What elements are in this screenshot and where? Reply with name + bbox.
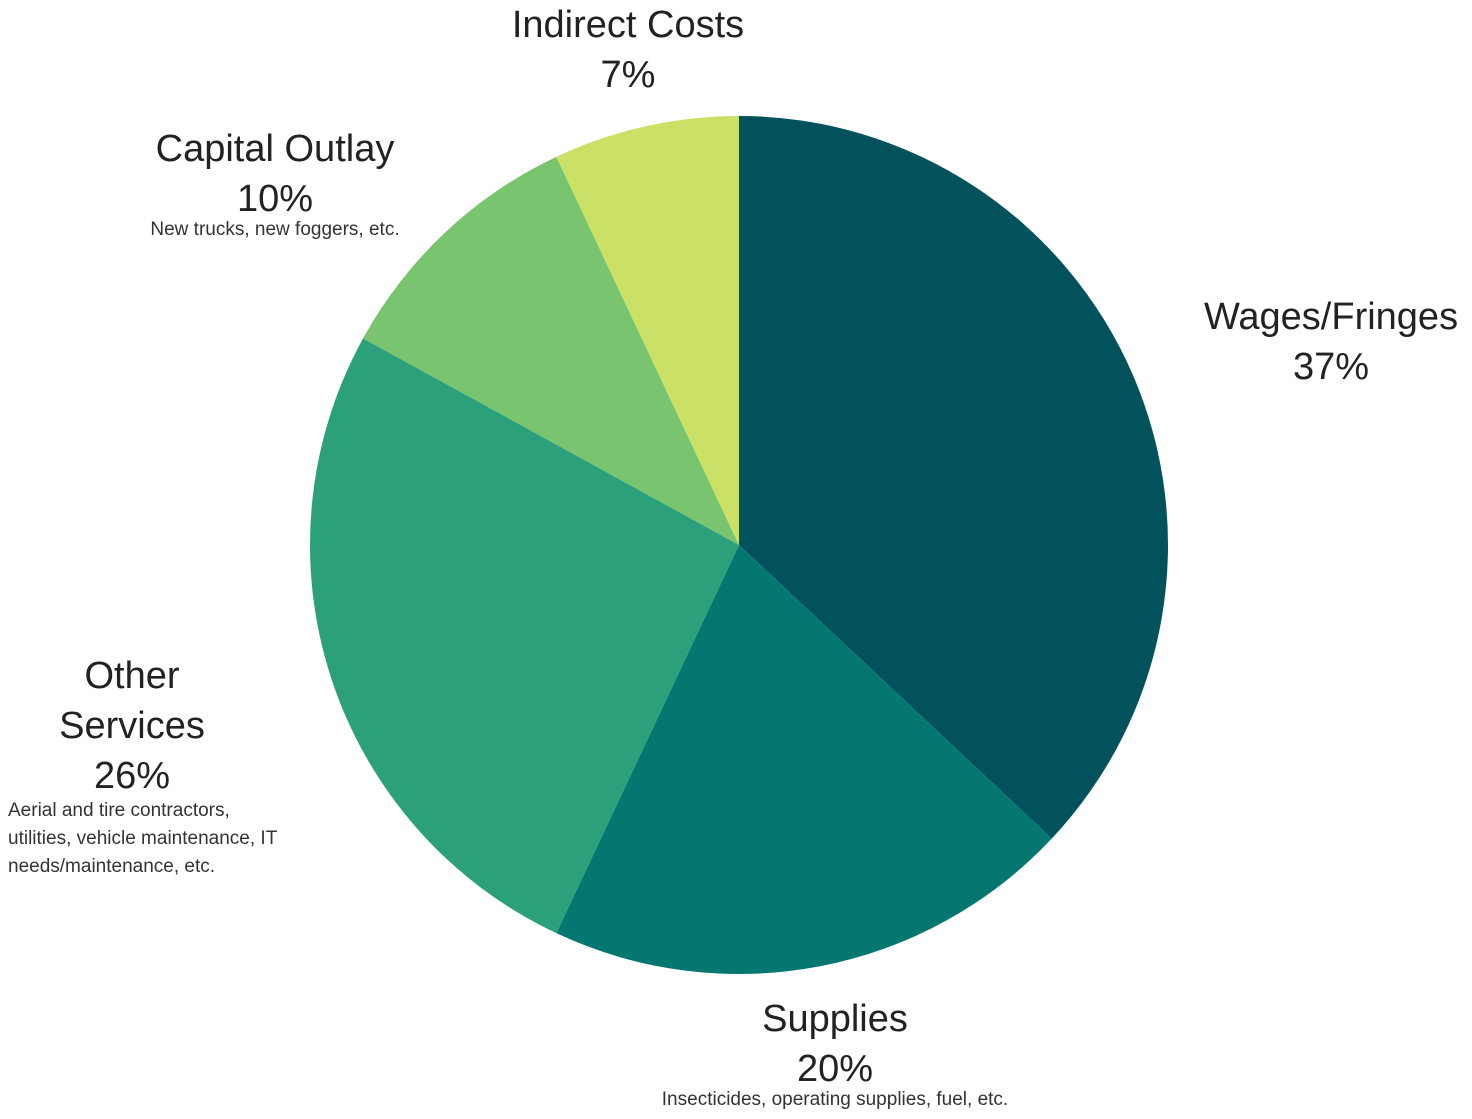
slice-label: Indirect Costs — [511, 4, 745, 46]
pie-slice-wages-fringes — [739, 116, 1168, 839]
pie-slice-capital-outlay — [363, 156, 739, 545]
label-wages-fringes: Wages/Fringes 37% — [1196, 292, 1466, 392]
slice-note: Insecticides, operating supplies, fuel, … — [661, 1089, 1009, 1110]
label-indirect-costs: Indirect Costs 7% — [498, 0, 758, 100]
slice-value-label: 10% — [236, 178, 314, 220]
pie-slices — [309, 116, 1168, 974]
label-other-services: Other Services 26% Aerial and tire contr… — [8, 651, 308, 881]
pie-slice-supplies — [556, 545, 1052, 974]
slice-value-label: 37% — [1292, 346, 1370, 388]
label-supplies: Supplies 20% Insecticides, operating sup… — [620, 994, 1050, 1114]
slice-label: Wages/Fringes — [1203, 296, 1459, 338]
slice-value-label: 7% — [600, 54, 656, 96]
slice-label: Capital Outlay — [155, 128, 395, 170]
slice-value-label: 26% — [93, 755, 171, 797]
slice-note: New trucks, new foggers, etc. — [150, 219, 400, 240]
slice-note: Aerial and tire contractors, utilities, … — [8, 800, 277, 877]
pie-slice-indirect-costs — [556, 116, 739, 545]
slice-label: Other Services — [59, 655, 205, 747]
slice-label: Supplies — [762, 998, 908, 1040]
pie-slice-other-services — [309, 338, 739, 934]
label-capital-outlay: Capital Outlay 10% New trucks, new fogge… — [130, 124, 420, 244]
slice-value-label: 20% — [796, 1048, 874, 1090]
